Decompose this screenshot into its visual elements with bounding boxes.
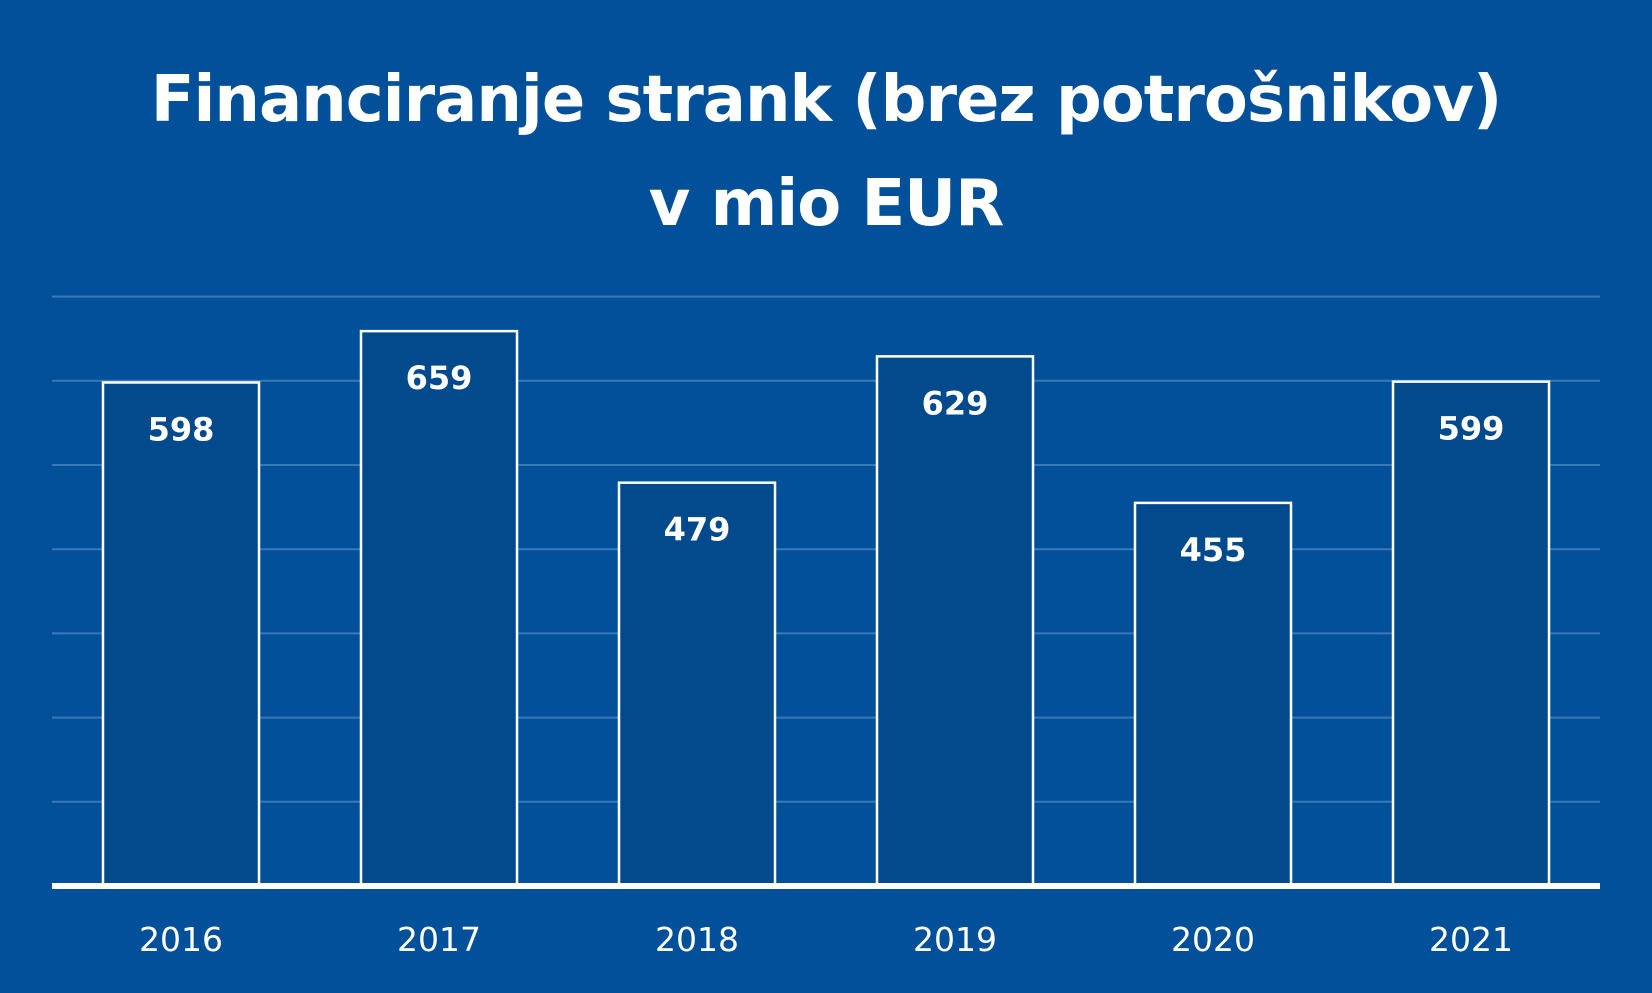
bar-2021 xyxy=(1391,380,1551,888)
x-tick-label-2016: 2016 xyxy=(139,920,223,959)
data-label-2020: 455 xyxy=(1180,531,1247,569)
bar-2017 xyxy=(359,329,519,888)
chart-title: Financiranje strank (brez potrošnikov) v… xyxy=(0,48,1652,256)
data-label-2017: 659 xyxy=(406,359,473,397)
data-label-2016: 598 xyxy=(148,410,215,448)
chart-title-line-1: Financiranje strank (brez potrošnikov) xyxy=(150,63,1502,137)
x-tick-label-2018: 2018 xyxy=(655,920,739,959)
bar-2018 xyxy=(617,481,777,888)
data-label-2019: 629 xyxy=(922,384,989,422)
x-tick-label-2017: 2017 xyxy=(397,920,481,959)
x-tick-label-2020: 2020 xyxy=(1171,920,1255,959)
data-label-2021: 599 xyxy=(1438,410,1505,448)
data-label-2018: 479 xyxy=(664,511,731,549)
chart-title-line-2: v mio EUR xyxy=(648,167,1005,241)
bar-2019 xyxy=(875,355,1035,888)
bar-2016 xyxy=(101,381,261,888)
bar-2020 xyxy=(1133,501,1293,888)
x-tick-label-2019: 2019 xyxy=(913,920,997,959)
x-tick-label-2021: 2021 xyxy=(1429,920,1513,959)
